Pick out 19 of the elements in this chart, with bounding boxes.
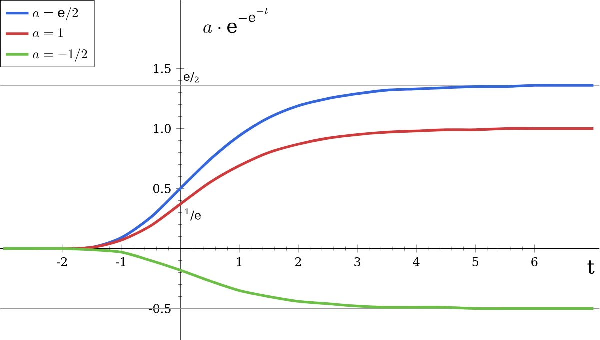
x-tick-label: 3 bbox=[354, 257, 360, 266]
x-tick-label: 1 bbox=[237, 257, 242, 266]
y-tick-label: -0.5 bbox=[149, 304, 171, 314]
x-tick-label: -1 bbox=[116, 257, 126, 266]
y-tick-label: 1.0 bbox=[154, 124, 171, 134]
annotation: $^{1}$/e bbox=[186, 208, 202, 221]
x-tick-label: 5 bbox=[472, 257, 479, 266]
x-axis-title: t bbox=[588, 260, 595, 274]
legend-label: $a = 1$ bbox=[33, 28, 64, 38]
y-tick-label: 1.5 bbox=[154, 64, 171, 74]
x-tick-label: -2 bbox=[57, 257, 68, 266]
x-tick-label: 2 bbox=[296, 257, 302, 266]
y-tick-label: 0.5 bbox=[154, 184, 171, 194]
ref-line-label: e/$_{2}$ bbox=[184, 72, 199, 82]
x-tick-label: 6 bbox=[532, 257, 538, 266]
x-tick-label: 4 bbox=[413, 257, 420, 266]
legend-label: $a = -1/2$ bbox=[33, 48, 88, 62]
text: $a\cdot \mathrm{e}^{-\mathrm{e}^{-t}}$ bbox=[204, 8, 268, 34]
legend-label: $a = \mathrm{e}/2$ bbox=[33, 7, 78, 20]
